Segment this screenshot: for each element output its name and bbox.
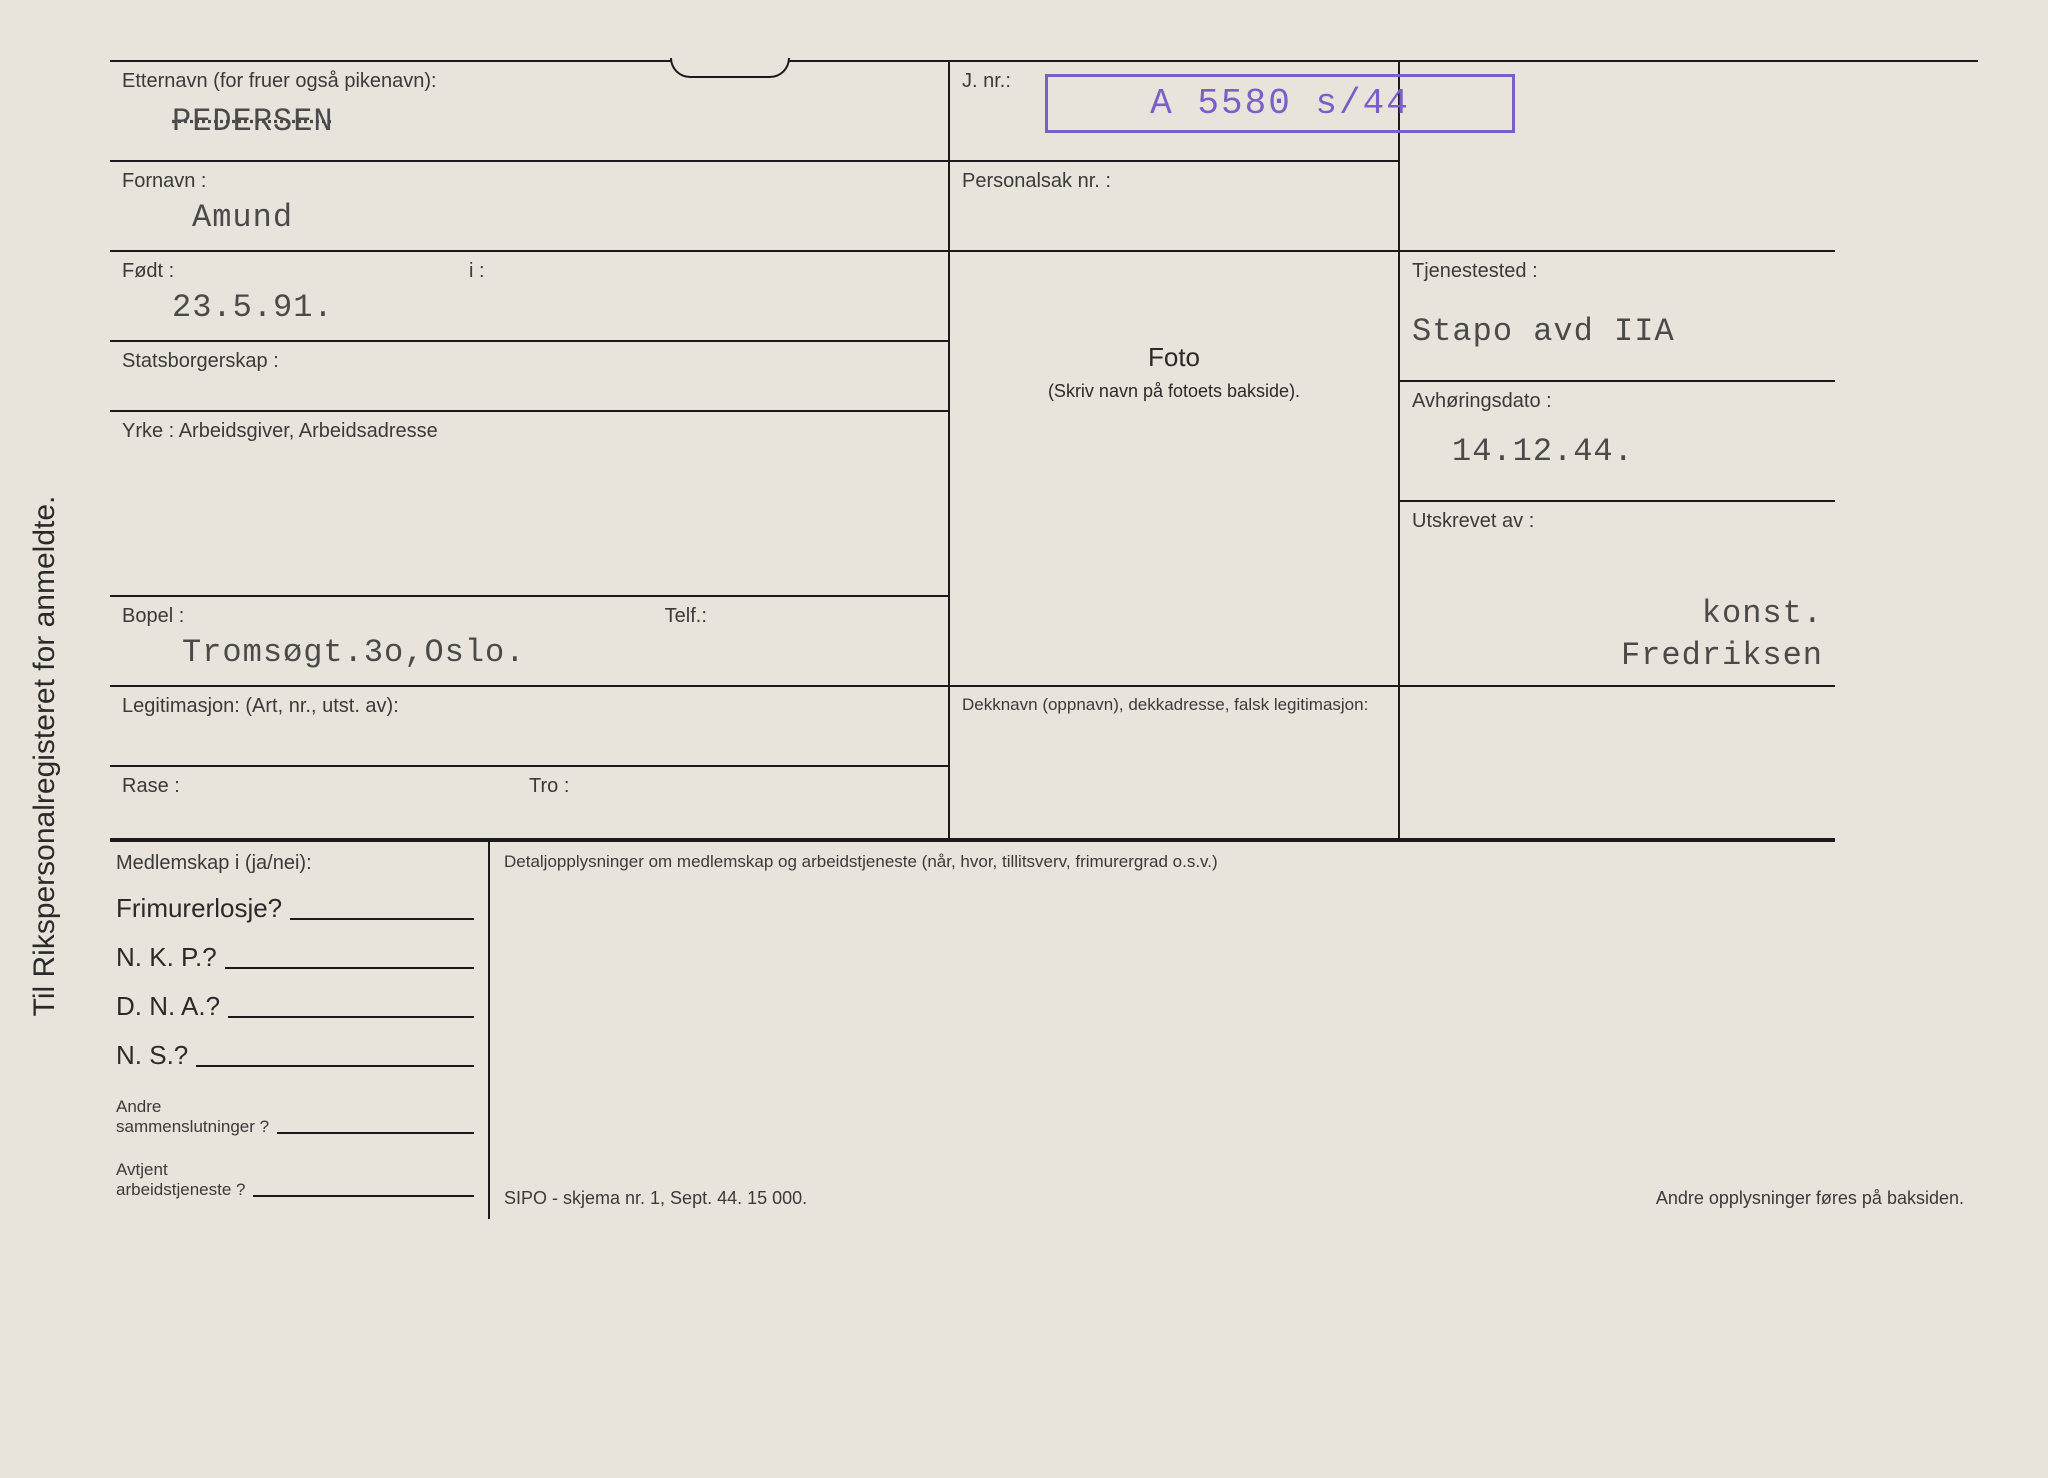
label-dna: D. N. A.? [116,991,220,1022]
label-tro: Tro : [529,775,936,798]
field-yrke: Yrke : Arbeidsgiver, Arbeidsadresse [110,412,948,597]
personal-info-column: Etternavn (for fruer også pikenavn): PED… [110,62,950,842]
label-statsborgerskap: Statsborgerskap : [122,350,936,373]
field-bopel: Bopel : Tromsøgt.3o,Oslo. Telf.: [110,597,948,687]
label-dekknavn: Dekknavn (oppnavn), dekkadresse, falsk l… [962,695,1662,715]
jnr-stamp: A 5580 s/44 [1045,74,1515,133]
value-fornavn: Amund [192,199,936,236]
field-rase-tro: Rase : Tro : [110,767,948,842]
label-tjenestested: Tjenestested : [1412,260,1823,283]
field-utskrevet: Utskrevet av : konst. Fredriksen [1400,502,1835,687]
line-avtjent [253,1195,474,1197]
line-ns [196,1065,474,1067]
label-foto-sub: (Skriv navn på fotoets bakside). [950,381,1398,402]
membership-column: Medlemskap i (ja/nei): Frimurerlosje? N.… [110,842,490,1219]
label-andre-samm: Andre sammenslutninger ? [116,1097,269,1138]
membership-dna: D. N. A.? [116,991,474,1022]
value-tjenestested: Stapo avd IIA [1412,313,1823,350]
label-telf: Telf.: [665,605,936,628]
field-tjenestested: Tjenestested : Stapo avd IIA [1400,252,1835,382]
label-bopel: Bopel : [122,605,665,628]
foto-area: Foto (Skriv navn på fotoets bakside). [950,252,1398,687]
label-avtjent: Avtjent arbeidstjeneste ? [116,1160,245,1201]
vertical-title: Til Rikspersonalregisteret for anmeldte. [28,496,62,1017]
details-column: Detaljopplysninger om medlemskap og arbe… [490,842,1978,1219]
field-jnr: J. nr.: A 5580 s/44 [950,62,1398,162]
field-statsborgerskap: Statsborgerskap : [110,342,948,412]
field-fornavn: Fornavn : Amund [110,162,948,252]
footer-sipo: SIPO - skjema nr. 1, Sept. 44. 15 000. [504,1188,807,1209]
membership-nkp: N. K. P.? [116,942,474,973]
value-bopel: Tromsøgt.3o,Oslo. [182,634,665,671]
label-medlemskap: Medlemskap i (ja/nei): [116,852,474,875]
label-personalsak: Personalsak nr. : [962,170,1386,193]
right-column: Tjenestested : Stapo avd IIA Avhøringsda… [1400,62,1835,842]
label-legitimasjon: Legitimasjon: (Art, nr., utst. av): [122,695,936,718]
line-frimurer [290,918,474,920]
membership-avtjent: Avtjent arbeidstjeneste ? [116,1160,474,1201]
label-avhoringsdato: Avhøringsdato : [1412,390,1823,413]
line-andre [277,1132,474,1134]
lower-section: Medlemskap i (ja/nei): Frimurerlosje? N.… [110,842,1978,1219]
middle-column: J. nr.: A 5580 s/44 Personalsak nr. : Fo… [950,62,1400,842]
field-dekknavn: Dekknavn (oppnavn), dekkadresse, falsk l… [950,687,1398,842]
label-nkp: N. K. P.? [116,942,217,973]
value-avhoringsdato: 14.12.44. [1452,433,1823,470]
field-personalsak: Personalsak nr. : [950,162,1398,252]
field-avhoringsdato: Avhøringsdato : 14.12.44. [1400,382,1835,502]
label-utskrevet: Utskrevet av : [1412,510,1823,533]
field-legitimasjon: Legitimasjon: (Art, nr., utst. av): [110,687,948,767]
line-nkp [225,967,474,969]
membership-andre: Andre sammenslutninger ? [116,1097,474,1138]
label-fodt-i: i : [469,260,936,283]
value-etternavn: PEDERSEN [172,103,936,140]
footer-andre-oppl: Andre opplysninger føres på baksiden. [1656,1188,1964,1209]
field-etternavn: Etternavn (for fruer også pikenavn): PED… [110,62,948,162]
label-frimurer: Frimurerlosje? [116,893,282,924]
value-utskrevet: konst. Fredriksen [1412,593,1823,676]
field-fodt: Født : 23.5.91. i : [110,252,948,342]
membership-ns: N. S.? [116,1040,474,1071]
registration-card: Etternavn (for fruer også pikenavn): PED… [110,60,1978,1418]
label-detaljopplysninger: Detaljopplysninger om medlemskap og arbe… [504,852,1964,872]
label-etternavn: Etternavn (for fruer også pikenavn): [122,70,936,93]
value-fodt: 23.5.91. [172,289,529,326]
line-dna [228,1016,474,1018]
label-foto: Foto [950,342,1398,373]
label-rase: Rase : [122,775,529,798]
membership-frimurer: Frimurerlosje? [116,893,474,924]
upper-section: Etternavn (for fruer også pikenavn): PED… [110,60,1978,842]
label-fodt: Født : [122,260,529,283]
label-yrke: Yrke : Arbeidsgiver, Arbeidsadresse [122,420,936,443]
label-ns: N. S.? [116,1040,188,1071]
label-fornavn: Fornavn : [122,170,936,193]
